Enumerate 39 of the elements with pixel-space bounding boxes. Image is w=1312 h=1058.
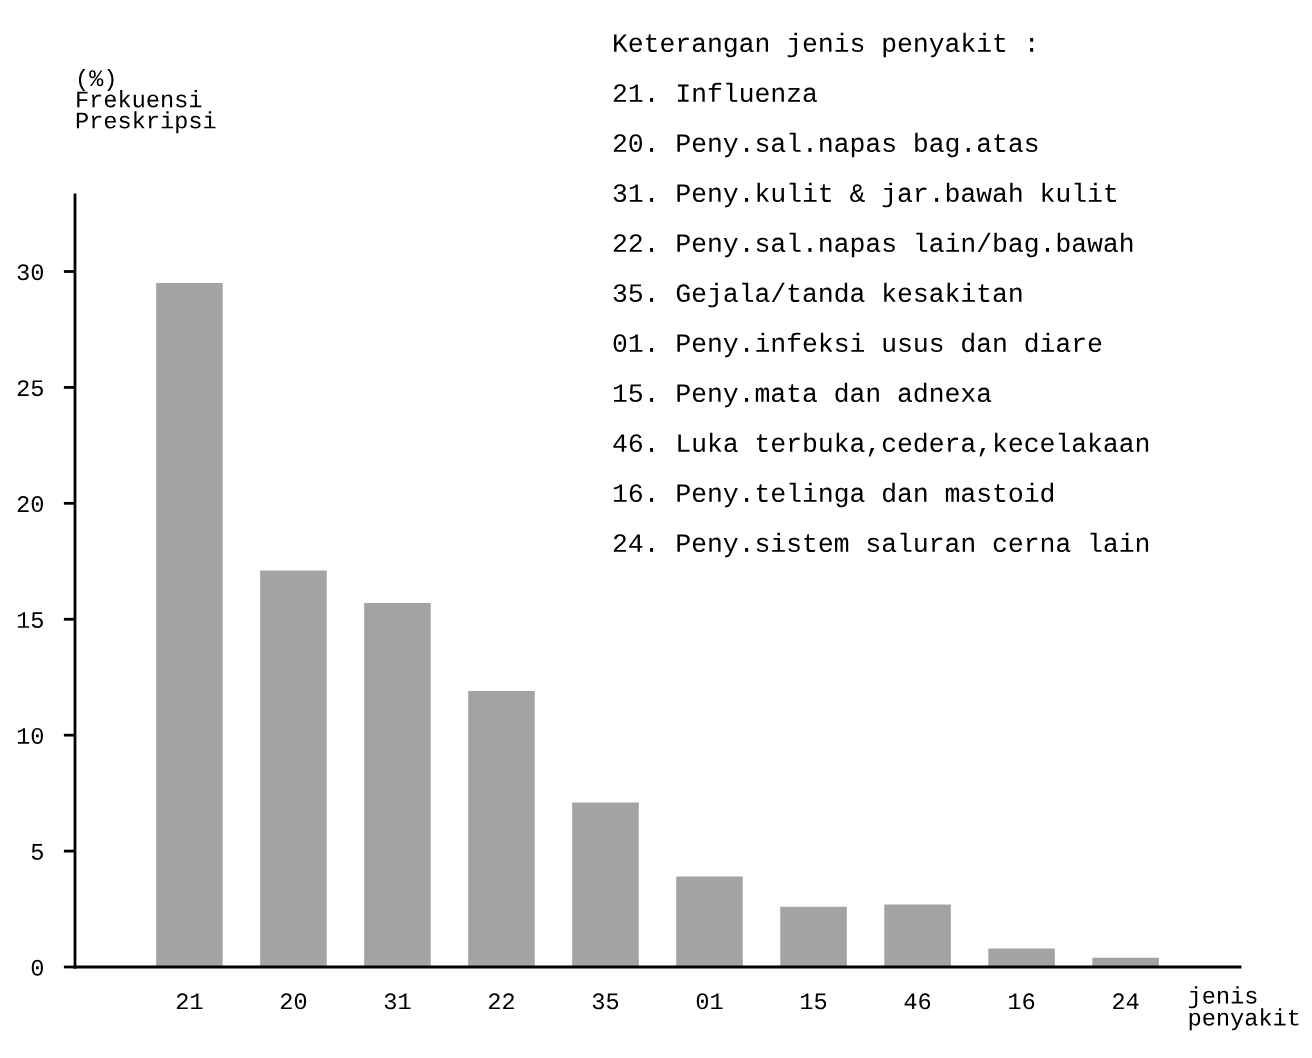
- bar: [780, 906, 847, 967]
- x-tick-label: 20: [280, 993, 307, 1010]
- y-tick-label: 5: [31, 844, 43, 860]
- bar: [572, 802, 639, 967]
- x-tick-label: 35: [592, 993, 619, 1010]
- bar: [364, 603, 431, 967]
- y-tick-label: 15: [17, 612, 43, 629]
- bar: [676, 876, 743, 967]
- text: Keterangan jenis penyakit :: [614, 32, 1034, 58]
- y-tick-label: 25: [17, 380, 43, 397]
- annotation: 22. Peny.sal.napas lain/bag.bawah: [613, 232, 1133, 258]
- x-tick-label: 16: [1009, 993, 1035, 1010]
- bar: [468, 691, 535, 967]
- annotation: 24. Peny.sistem saluran cerna lain: [613, 532, 1149, 558]
- annotation: 15. Peny.mata dan adnexa: [613, 382, 992, 408]
- x-axis-title: jenis penyakit: [1188, 986, 1299, 1031]
- text: 20. Peny.sal.napas bag.atas: [613, 132, 1038, 158]
- annotation: 01. Peny.infeksi usus dan diare: [613, 332, 1102, 358]
- annotation: 16. Peny.telinga dan mastoid: [613, 482, 1054, 508]
- text: 21. Influenza: [613, 82, 817, 103]
- bar: [156, 283, 223, 967]
- x-tick-label: 01: [696, 993, 723, 1010]
- bar: [260, 570, 327, 967]
- y-tick-label: 20: [17, 496, 43, 513]
- annotation: 35. Gejala/tanda kesakitan: [613, 282, 1022, 308]
- y-tick-label: 30: [17, 264, 43, 281]
- x-tick-label: 24: [1113, 993, 1139, 1010]
- y-axis-title: (%) Frekuensi Preskripsi: [76, 68, 216, 134]
- x-tick-label: 31: [384, 993, 411, 1010]
- annotation: 31. Peny.kulit & jar.bawah kulit: [613, 182, 1117, 208]
- x-tick-label: 21: [176, 993, 203, 1010]
- annotation: 46. Luka terbuka,cedera,kecelakaan: [613, 432, 1149, 457]
- x-tick-label: 15: [801, 993, 827, 1010]
- y-tick-label: 10: [17, 727, 43, 744]
- bar: [884, 904, 951, 967]
- bar: [988, 948, 1055, 967]
- x-tick-label: 46: [904, 993, 931, 1010]
- x-tick-label: 22: [488, 993, 514, 1010]
- y-tick-label: 0: [31, 959, 43, 976]
